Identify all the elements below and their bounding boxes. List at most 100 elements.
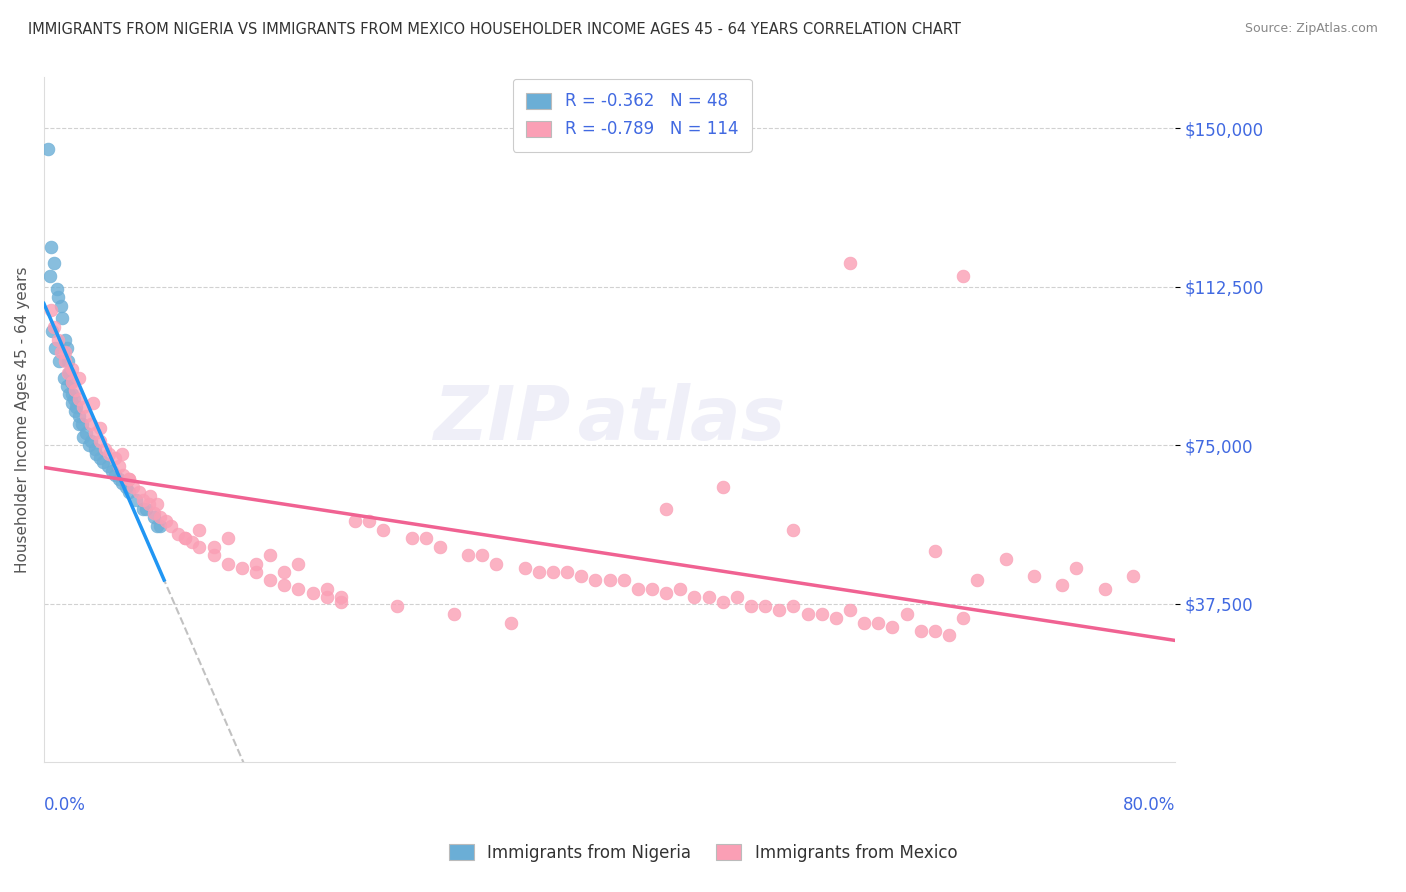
Point bbox=[315, 591, 337, 605]
Point bbox=[111, 447, 134, 461]
Point bbox=[42, 256, 65, 270]
Point bbox=[155, 514, 177, 528]
Point bbox=[132, 493, 155, 508]
Point bbox=[188, 540, 211, 554]
Point bbox=[613, 574, 636, 588]
Point bbox=[53, 333, 76, 347]
Legend: R = -0.362   N = 48, R = -0.789   N = 114: R = -0.362 N = 48, R = -0.789 N = 114 bbox=[513, 78, 751, 152]
Point bbox=[231, 561, 253, 575]
Point bbox=[782, 599, 804, 613]
Point bbox=[52, 370, 75, 384]
Point bbox=[70, 417, 93, 431]
Point bbox=[725, 591, 748, 605]
Point bbox=[67, 392, 90, 406]
Point bbox=[160, 518, 183, 533]
Point bbox=[93, 442, 115, 457]
Point bbox=[359, 514, 381, 528]
Point bbox=[49, 299, 72, 313]
Point bbox=[108, 459, 131, 474]
Point bbox=[55, 341, 77, 355]
Point bbox=[97, 447, 120, 461]
Point bbox=[56, 367, 79, 381]
Point bbox=[627, 582, 650, 596]
Point bbox=[329, 594, 352, 608]
Point bbox=[75, 409, 97, 423]
Point bbox=[104, 450, 127, 465]
Point bbox=[401, 531, 423, 545]
Point bbox=[287, 582, 309, 596]
Point bbox=[443, 607, 465, 622]
Point bbox=[810, 607, 832, 622]
Point bbox=[118, 484, 141, 499]
Point bbox=[853, 615, 876, 630]
Point bbox=[655, 501, 678, 516]
Point bbox=[527, 565, 550, 579]
Point bbox=[108, 472, 131, 486]
Point bbox=[72, 400, 94, 414]
Point bbox=[111, 476, 134, 491]
Point bbox=[48, 353, 70, 368]
Point bbox=[89, 421, 111, 435]
Point bbox=[49, 345, 72, 359]
Point bbox=[122, 480, 145, 494]
Point bbox=[373, 523, 395, 537]
Point bbox=[72, 430, 94, 444]
Point bbox=[329, 591, 352, 605]
Point bbox=[135, 501, 157, 516]
Point bbox=[344, 514, 367, 528]
Point bbox=[1050, 577, 1073, 591]
Point bbox=[146, 497, 169, 511]
Point bbox=[641, 582, 664, 596]
Point bbox=[273, 577, 295, 591]
Point bbox=[143, 506, 166, 520]
Point bbox=[53, 345, 76, 359]
Point bbox=[63, 404, 86, 418]
Text: 0.0%: 0.0% bbox=[44, 797, 86, 814]
Point bbox=[513, 561, 536, 575]
Point bbox=[38, 269, 60, 284]
Point bbox=[655, 586, 678, 600]
Point bbox=[287, 557, 309, 571]
Point bbox=[67, 370, 90, 384]
Point bbox=[79, 434, 101, 448]
Point bbox=[768, 603, 790, 617]
Point bbox=[118, 472, 141, 486]
Point bbox=[754, 599, 776, 613]
Point bbox=[174, 531, 197, 545]
Point bbox=[60, 375, 83, 389]
Point bbox=[245, 557, 267, 571]
Point bbox=[146, 518, 169, 533]
Point bbox=[67, 409, 90, 423]
Point bbox=[1066, 561, 1088, 575]
Point bbox=[599, 574, 621, 588]
Point bbox=[89, 434, 111, 448]
Point bbox=[83, 425, 105, 440]
Point bbox=[555, 565, 578, 579]
Point bbox=[994, 552, 1017, 566]
Point bbox=[315, 582, 337, 596]
Point bbox=[58, 387, 80, 401]
Text: 80.0%: 80.0% bbox=[1123, 797, 1175, 814]
Point bbox=[301, 586, 323, 600]
Point bbox=[39, 302, 62, 317]
Point bbox=[132, 501, 155, 516]
Point bbox=[41, 324, 63, 338]
Point bbox=[429, 540, 451, 554]
Point bbox=[217, 531, 239, 545]
Point bbox=[37, 142, 59, 156]
Point bbox=[259, 548, 281, 562]
Point bbox=[839, 603, 862, 617]
Point bbox=[387, 599, 409, 613]
Point bbox=[683, 591, 706, 605]
Legend: Immigrants from Nigeria, Immigrants from Mexico: Immigrants from Nigeria, Immigrants from… bbox=[440, 836, 966, 871]
Point bbox=[181, 535, 204, 549]
Point bbox=[51, 311, 73, 326]
Point bbox=[62, 392, 84, 406]
Point bbox=[924, 544, 946, 558]
Point bbox=[669, 582, 692, 596]
Point bbox=[471, 548, 494, 562]
Point bbox=[60, 396, 83, 410]
Point bbox=[499, 615, 522, 630]
Point bbox=[45, 282, 67, 296]
Text: ZIP atlas: ZIP atlas bbox=[433, 384, 786, 457]
